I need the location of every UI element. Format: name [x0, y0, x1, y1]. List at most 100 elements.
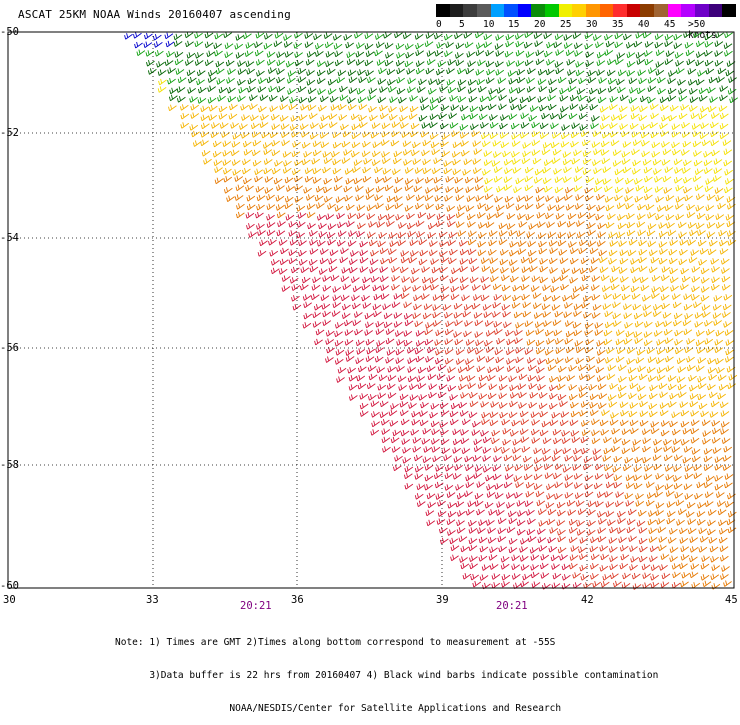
wind-barb — [605, 472, 614, 480]
wind-barb — [520, 538, 529, 545]
wind-barb — [355, 50, 365, 58]
wind-barb — [599, 565, 609, 572]
wind-barb — [255, 59, 265, 66]
wind-barb — [393, 312, 403, 319]
wind-barb — [322, 319, 332, 326]
wind-barb — [639, 95, 649, 103]
wind-barb — [719, 545, 729, 552]
wind-barb — [559, 257, 569, 264]
wind-barb — [368, 221, 377, 228]
wind-barb — [174, 58, 184, 66]
wind-barb — [154, 50, 164, 57]
wind-barb — [325, 338, 334, 345]
wind-barb — [367, 394, 377, 401]
wind-barb — [691, 276, 701, 283]
wind-barb — [543, 463, 553, 471]
wind-barb — [340, 275, 350, 283]
wind-barb — [688, 88, 698, 95]
wind-barb — [327, 238, 336, 246]
wind-barb — [268, 238, 277, 246]
wind-barb — [645, 499, 655, 507]
wind-barb — [235, 184, 245, 192]
wind-barb — [498, 375, 508, 382]
wind-barb — [727, 88, 737, 95]
wind-barb — [143, 41, 153, 48]
wind-barb — [395, 348, 405, 356]
wind-barb — [536, 212, 546, 219]
wind-barb — [214, 166, 223, 173]
wind-barb — [571, 267, 581, 274]
wind-barb — [408, 256, 418, 264]
wind-barb — [391, 266, 400, 273]
wind-barb — [124, 33, 133, 40]
wind-barb — [266, 51, 276, 58]
wind-barb — [454, 464, 463, 471]
wind-barb — [684, 465, 694, 472]
wind-barb — [457, 230, 467, 237]
wind-barb — [494, 43, 504, 50]
wind-barb — [418, 114, 428, 122]
lon-label-45: 45 — [725, 594, 738, 606]
legend-swatch — [681, 4, 695, 17]
wind-barb — [541, 420, 551, 428]
wind-barb — [473, 312, 483, 319]
wind-barb — [275, 195, 285, 202]
wind-barb — [419, 249, 429, 257]
wind-barb — [520, 436, 530, 443]
wind-barb — [406, 222, 416, 230]
wind-barb — [310, 122, 319, 129]
wind-barb — [275, 204, 285, 211]
wind-barb — [318, 231, 328, 238]
wind-barb — [359, 249, 369, 257]
wind-barb — [248, 231, 257, 238]
wind-barb — [434, 481, 444, 489]
legend-swatch — [667, 4, 682, 17]
wind-barb — [354, 328, 363, 336]
wind-barb — [633, 40, 643, 48]
wind-barb — [571, 436, 581, 443]
wind-barb — [326, 68, 336, 75]
wind-barb — [580, 284, 589, 292]
wind-barb — [712, 447, 722, 454]
wind-barb — [392, 168, 401, 175]
wind-barb — [298, 259, 308, 266]
wind-barb — [584, 32, 594, 40]
wind-barb — [296, 205, 306, 212]
wind-barb — [434, 185, 443, 192]
wind-barb — [460, 437, 470, 445]
wind-barb — [628, 97, 638, 104]
wind-barb — [532, 302, 542, 309]
wind-barb — [427, 88, 437, 95]
wind-barb — [631, 445, 640, 453]
wind-barb — [674, 203, 684, 210]
wind-barb — [616, 231, 626, 239]
wind-barb — [453, 302, 463, 310]
wind-barb — [250, 122, 260, 130]
wind-barb — [553, 41, 563, 49]
wind-barb — [494, 483, 504, 490]
wind-barb — [647, 96, 656, 104]
wind-barb — [690, 419, 700, 426]
wind-barb — [724, 356, 734, 363]
wind-barb — [449, 95, 458, 102]
wind-barb — [206, 50, 216, 58]
wind-barb — [470, 265, 480, 273]
wind-barb — [345, 177, 355, 185]
wind-barb — [690, 563, 700, 570]
wind-barb — [297, 67, 307, 75]
wind-barb — [416, 231, 425, 238]
wind-barb — [359, 410, 369, 417]
wind-barb — [639, 105, 648, 113]
wind-barb — [639, 276, 649, 284]
wind-barb — [338, 114, 348, 121]
wind-barb — [384, 59, 394, 67]
wind-barb — [714, 187, 724, 194]
wind-barb — [705, 204, 715, 212]
wind-barb — [623, 33, 632, 41]
wind-barb — [622, 141, 632, 148]
wind-barb — [312, 311, 322, 319]
wind-barb — [577, 364, 587, 372]
wind-barb — [406, 347, 416, 354]
wind-barb — [664, 465, 674, 472]
wind-barb — [482, 283, 491, 291]
